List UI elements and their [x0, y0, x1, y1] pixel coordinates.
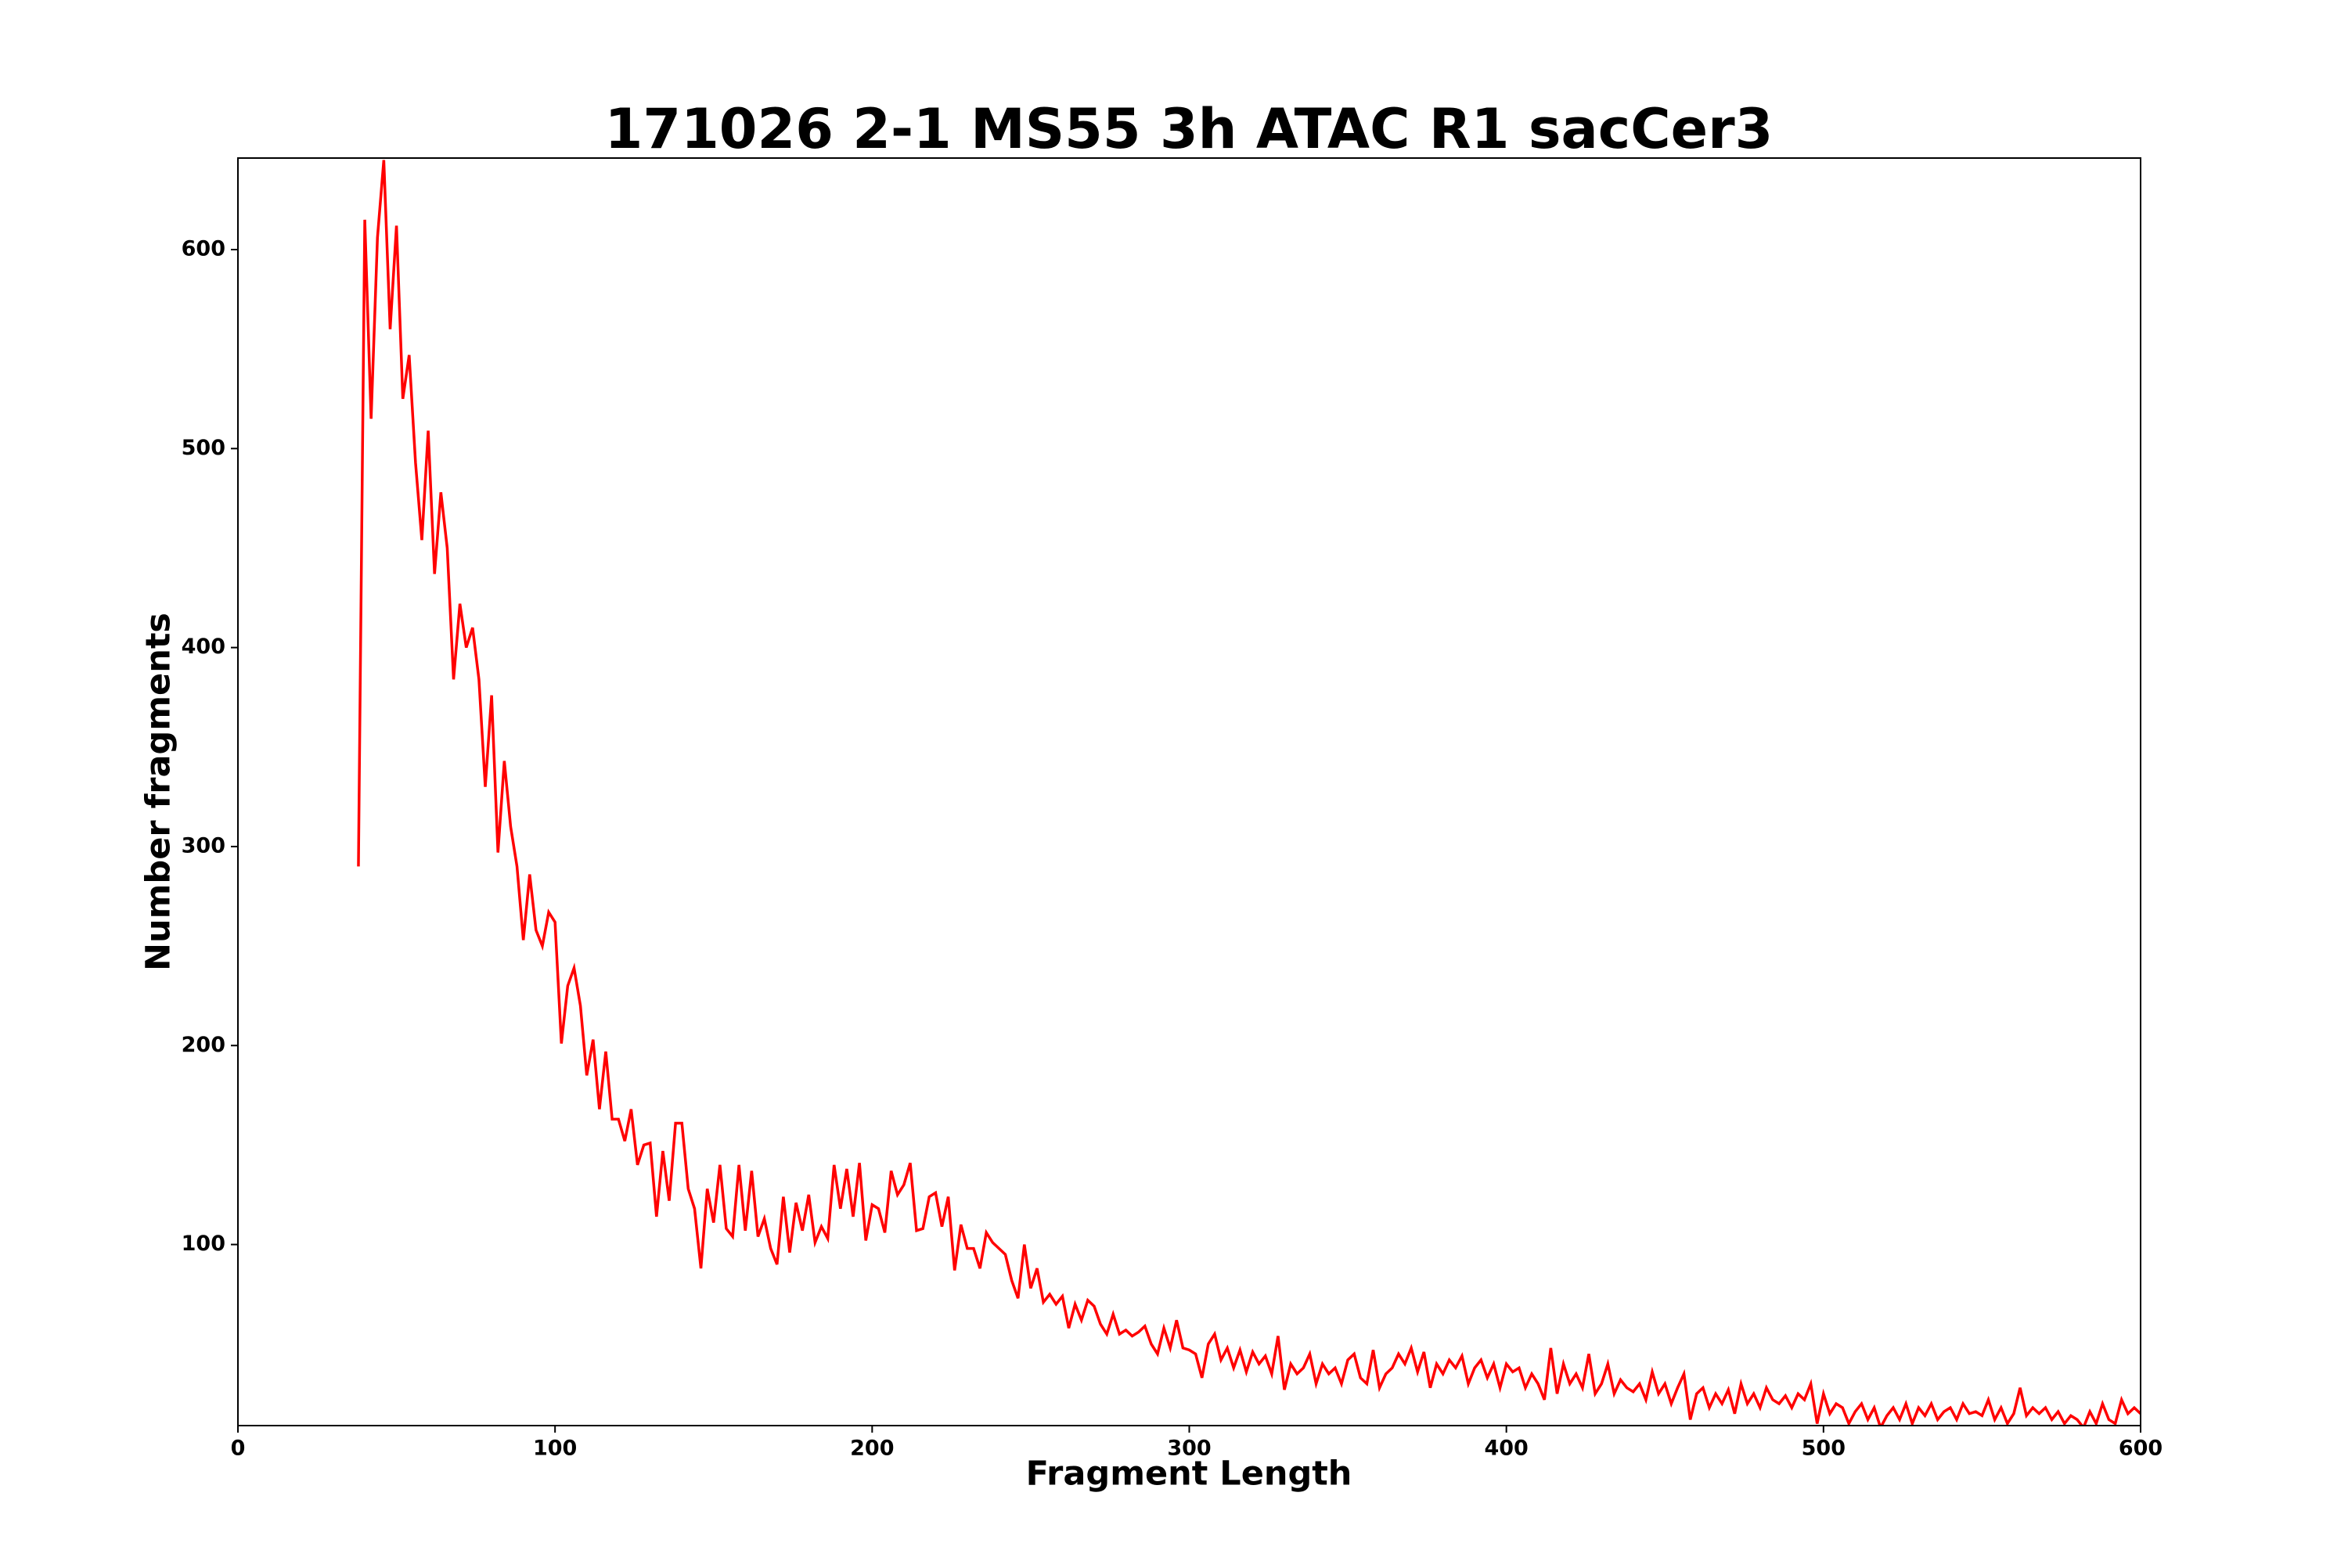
x-tick-label: 600 — [2119, 1437, 2163, 1461]
y-tick-label: 400 — [182, 635, 225, 659]
y-tick-label: 300 — [182, 833, 225, 858]
plot-frame — [237, 157, 2141, 1426]
x-axis-label: Fragment Length — [1026, 1455, 1352, 1494]
y-tick-label: 200 — [182, 1033, 225, 1057]
y-tick-label: 100 — [182, 1232, 225, 1256]
y-tick-label: 600 — [182, 236, 225, 261]
data-line — [357, 160, 2141, 1426]
x-tick-label: 300 — [1167, 1437, 1211, 1461]
y-tick-label: 500 — [182, 436, 225, 460]
y-axis-label: Number fragments — [139, 613, 178, 971]
x-tick-label: 0 — [231, 1437, 246, 1461]
x-tick-label: 400 — [1484, 1437, 1528, 1461]
x-tick-label: 200 — [850, 1437, 894, 1461]
chart-title: 171026 2-1 MS55 3h ATAC R1 sacCer3 — [605, 97, 1774, 161]
x-tick-label: 500 — [1802, 1437, 1846, 1461]
x-tick-label: 100 — [533, 1437, 577, 1461]
